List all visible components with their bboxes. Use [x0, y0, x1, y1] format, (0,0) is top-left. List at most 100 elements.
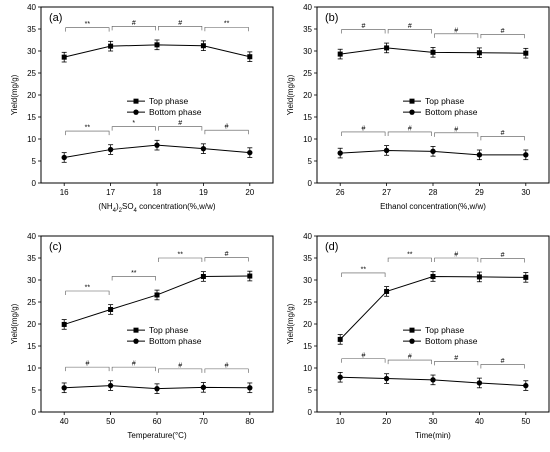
- legend-label: Top phase: [149, 325, 188, 335]
- significance-bracket-bottom: [341, 358, 386, 363]
- significance-mark-top: #: [178, 20, 182, 27]
- y-tick-label: 35: [303, 254, 312, 263]
- significance-mark-top: #: [225, 251, 229, 258]
- x-axis-title: Time(min): [415, 431, 451, 440]
- significance-mark-bottom: #: [408, 354, 412, 361]
- data-point-square: [337, 51, 343, 57]
- legend-marker-square: [409, 98, 415, 104]
- legend-marker-square: [409, 327, 415, 333]
- data-point-circle: [523, 152, 529, 158]
- y-tick-label: 40: [27, 3, 36, 12]
- x-tick-label: 10: [336, 417, 345, 426]
- significance-mark-bottom: #: [501, 358, 505, 365]
- data-point-circle: [107, 146, 114, 153]
- x-tick-label: 20: [245, 188, 254, 197]
- y-tick-label: 15: [303, 113, 312, 122]
- significance-bracket-bottom: [434, 361, 479, 366]
- x-axis-title: (NH4)2SO4 concentration(%,w/w): [98, 202, 216, 214]
- data-point-square: [154, 42, 160, 48]
- data-point-square: [523, 50, 529, 56]
- legend-label: Bottom phase: [149, 107, 202, 117]
- x-tick-label: 26: [336, 188, 345, 197]
- chart-panel-1: 0 5 10 15 20 25 30 35 40 16 17 18 19 20 (NH4)2SO4 conc…: [10, 3, 274, 214]
- data-point-square: [154, 292, 160, 298]
- significance-mark-top: #: [408, 23, 412, 30]
- significance-bracket-top: [434, 33, 479, 38]
- data-point-circle: [247, 149, 253, 156]
- y-tick-label: 5: [32, 386, 37, 395]
- y-axis-title: Yield(mg/g): [286, 303, 295, 344]
- y-tick-label: 20: [303, 320, 312, 329]
- significance-bracket-bottom: [480, 364, 525, 369]
- legend-marker-circle: [133, 109, 139, 115]
- legend-marker-square: [133, 327, 139, 333]
- x-tick-label: 30: [429, 417, 438, 426]
- y-tick-label: 25: [27, 69, 36, 78]
- x-tick-label: 40: [60, 417, 69, 426]
- legend-marker-square: [133, 98, 139, 104]
- significance-bracket-bottom: [111, 126, 156, 131]
- x-tick-label: 16: [60, 188, 69, 197]
- significance-mark-top: #: [132, 20, 136, 27]
- x-axis-title: Temperature(°C): [127, 431, 187, 440]
- legend-label: Top phase: [425, 96, 464, 106]
- data-point-square: [384, 45, 390, 51]
- y-tick-label: 40: [303, 232, 312, 241]
- significance-bracket-top: [341, 272, 386, 277]
- significance-bracket-bottom: [387, 131, 432, 136]
- y-tick-label: 35: [27, 254, 36, 263]
- data-point-square: [476, 274, 482, 280]
- x-tick-label: 30: [521, 188, 530, 197]
- y-tick-label: 20: [27, 320, 36, 329]
- y-tick-label: 30: [27, 276, 36, 285]
- significance-mark-top: #: [501, 28, 505, 35]
- y-tick-label: 10: [303, 135, 312, 144]
- significance-mark-bottom: #: [85, 361, 89, 368]
- significance-mark-bottom: #: [454, 355, 458, 362]
- significance-mark-bottom: #: [225, 362, 229, 369]
- significance-bracket-top: [387, 29, 432, 34]
- y-tick-label: 0: [308, 408, 313, 417]
- data-point-square: [337, 336, 343, 342]
- data-point-square: [108, 306, 114, 312]
- y-tick-label: 20: [27, 91, 36, 100]
- significance-mark-bottom: *: [132, 120, 135, 127]
- data-point-circle: [154, 142, 160, 148]
- data-point-circle: [337, 374, 343, 380]
- y-tick-label: 25: [27, 298, 36, 307]
- significance-mark-bottom: #: [225, 124, 229, 131]
- y-axis-title: Yield(mg/g): [286, 74, 295, 115]
- data-point-square: [61, 54, 67, 60]
- significance-bracket-bottom: [65, 366, 110, 372]
- data-point-circle: [383, 147, 390, 154]
- plot-frame: [316, 6, 550, 184]
- significance-mark-top: **: [407, 252, 413, 259]
- y-tick-label: 40: [27, 232, 36, 241]
- y-tick-label: 30: [303, 276, 312, 285]
- x-tick-label: 20: [382, 417, 391, 426]
- significance-bracket-bottom: [387, 359, 432, 365]
- significance-mark-bottom: **: [85, 125, 91, 132]
- panel-label: (c): [49, 241, 62, 253]
- data-point-square: [476, 50, 482, 56]
- y-tick-label: 35: [303, 25, 312, 34]
- significance-mark-bottom: #: [454, 126, 458, 133]
- data-point-circle: [430, 148, 436, 155]
- significance-mark-bottom: #: [408, 125, 412, 132]
- significance-mark-bottom: #: [178, 120, 182, 127]
- data-point-circle: [154, 385, 160, 392]
- significance-bracket-top: [158, 26, 203, 31]
- x-tick-label: 17: [106, 188, 115, 197]
- series-line-top-phase: [64, 275, 250, 325]
- significance-mark-top: **: [131, 270, 137, 277]
- y-tick-label: 30: [27, 47, 36, 56]
- chart-panel-2: 0 5 10 15 20 25 30 35 40 26 27 28 29 30 Ethanol concen…: [286, 3, 550, 211]
- data-point-circle: [523, 382, 529, 389]
- significance-bracket-top: [434, 257, 479, 262]
- chart-panel-4: 0 5 10 15 20 25 30 35 40 10 20 30 40 50 Time(min) Yield…: [286, 232, 550, 440]
- significance-bracket-top: [341, 29, 386, 34]
- data-point-square: [200, 43, 206, 49]
- significance-bracket-bottom: [480, 136, 525, 141]
- y-tick-label: 15: [303, 342, 312, 351]
